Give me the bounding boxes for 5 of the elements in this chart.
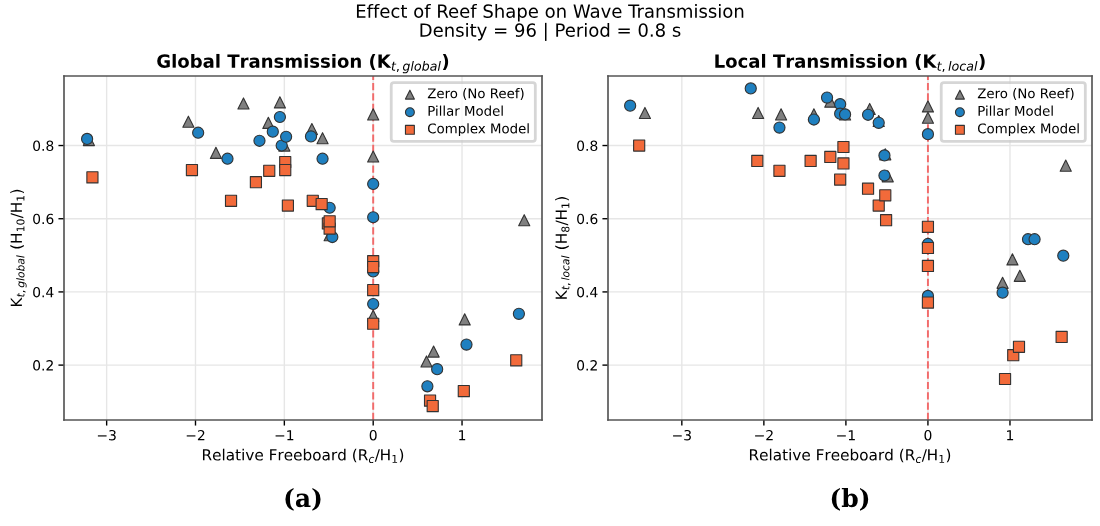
chart-title: Global Transmission (K$_{t,global}$) <box>157 53 449 74</box>
text: (b) <box>831 487 869 511</box>
chart-title: Local Transmission (K$_{t,local}$) <box>715 53 985 73</box>
text: (a) <box>285 487 321 511</box>
text: Effect of Reef Shape on Wave Transmission Density = 96 | Period = 0.8 s <box>356 4 744 41</box>
